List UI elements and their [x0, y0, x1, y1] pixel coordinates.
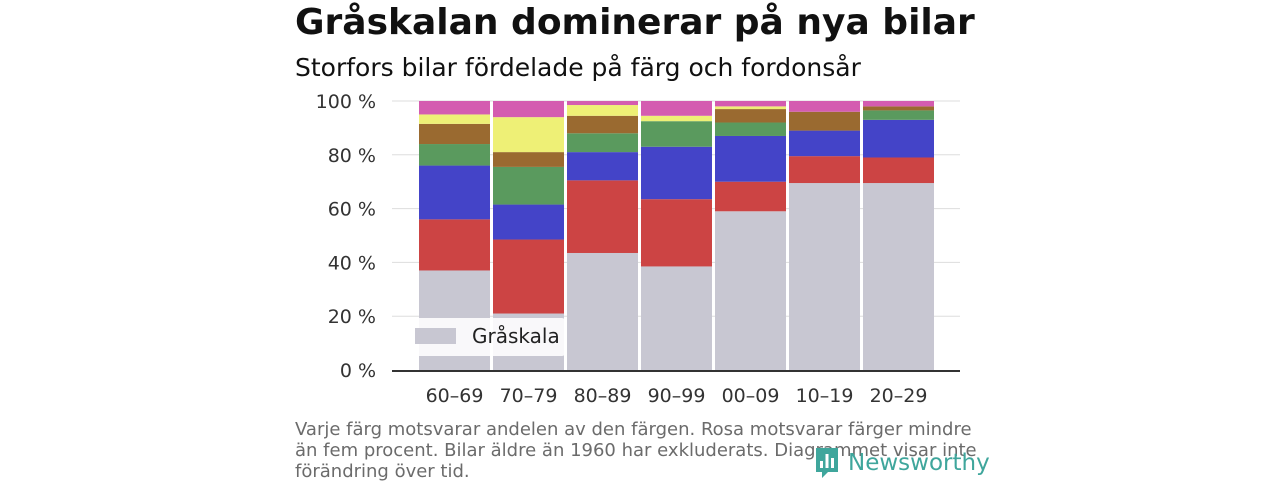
bar-segment	[789, 156, 860, 184]
newsworthy-logo: Newsworthy	[814, 446, 990, 480]
bar-segment	[567, 180, 638, 253]
bar-segment	[715, 101, 786, 107]
legend-background	[403, 318, 565, 356]
x-tick-label: 60–69	[426, 385, 484, 407]
bar-segment	[715, 211, 786, 370]
bar-segment	[493, 204, 564, 240]
bar-segment	[641, 199, 712, 267]
bar-segment	[863, 183, 934, 370]
y-tick-label: 40 %	[328, 252, 376, 274]
bar-segment	[567, 115, 638, 134]
bar-segment	[493, 101, 564, 118]
bar-segment	[789, 183, 860, 370]
y-tick-label: 20 %	[328, 306, 376, 328]
bar-segment	[493, 166, 564, 205]
bar-segment	[641, 101, 712, 116]
bar-segment	[567, 252, 638, 370]
axes: 0 % 20 % 40 % 60 % 80 % 100 % 60–69 70–79 80–89 9…	[316, 91, 960, 407]
logo-text: Newsworthy	[848, 450, 990, 476]
bar-segment	[641, 121, 712, 147]
legend-swatch	[415, 328, 456, 344]
bar-segment	[419, 101, 490, 115]
bar-segment	[789, 111, 860, 131]
bar-segment	[863, 157, 934, 184]
chart-subtitle: Storfors bilar fördelade på färg och for…	[295, 53, 861, 82]
bar-segment	[715, 109, 786, 123]
x-tick-label: 90–99	[648, 385, 706, 407]
bar-segment	[641, 115, 712, 122]
bar-segment	[715, 122, 786, 136]
bar-segment	[789, 130, 860, 157]
bar-segment	[567, 101, 638, 106]
x-tick-label: 70–79	[500, 385, 558, 407]
bar-segment	[567, 105, 638, 116]
bar-segment	[419, 144, 490, 166]
bar-segment	[863, 101, 934, 107]
y-tick-label: 100 %	[316, 91, 376, 113]
stacked-bar-chart: 0 % 20 % 40 % 60 % 80 % 100 % 60–69 70–79 80–89 9…	[316, 91, 960, 407]
y-tick-label: 60 %	[328, 199, 376, 221]
bar-chart-icon	[816, 448, 838, 478]
bar-segment	[419, 114, 490, 124]
x-tick-label: 00–09	[722, 385, 780, 407]
x-tick-label: 80–89	[574, 385, 632, 407]
bar-segment	[715, 135, 786, 182]
bar-segment	[641, 266, 712, 370]
legend: Gråskala	[403, 318, 565, 356]
bar-segment	[715, 181, 786, 212]
bar-segment	[789, 101, 860, 112]
bar-segment	[863, 119, 934, 158]
y-tick-label: 0 %	[340, 360, 376, 382]
bar-segment	[641, 146, 712, 200]
footnote: Varje färg motsvarar andelen av den färg…	[295, 419, 977, 482]
bar-segment	[419, 165, 490, 220]
x-tick-label: 10–19	[796, 385, 854, 407]
bar-segment	[715, 106, 786, 110]
x-tick-label: 20–29	[870, 385, 928, 407]
chart-title: Gråskalan dominerar på nya bilar	[295, 2, 975, 43]
bar-segment	[863, 106, 934, 111]
bar-segment	[419, 219, 490, 271]
bar-segment	[493, 152, 564, 167]
bar-segment	[493, 117, 564, 153]
y-tick-label: 80 %	[328, 145, 376, 167]
bar-segment	[863, 110, 934, 120]
bar-segment	[493, 239, 564, 314]
legend-label: Gråskala	[472, 324, 560, 348]
bar-segment	[567, 152, 638, 181]
bar-segment	[419, 123, 490, 145]
bar-segment	[567, 133, 638, 153]
